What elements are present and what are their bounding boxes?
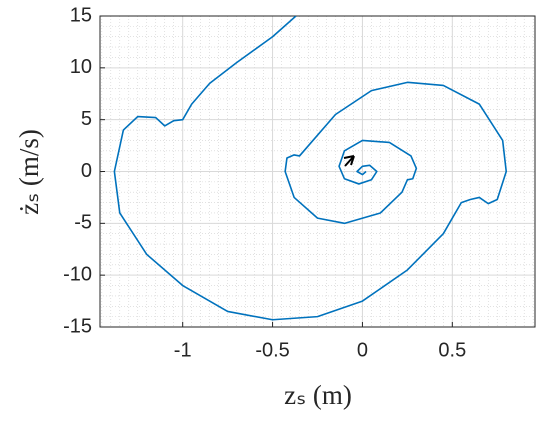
- y-tick-label: 10: [70, 56, 92, 78]
- y-tick-label: 15: [70, 4, 92, 26]
- x-tick-label: 0.5: [438, 339, 466, 361]
- x-tick-label: -0.5: [255, 339, 289, 361]
- y-tick-label: -10: [63, 263, 92, 285]
- y-axis-label: żₛ (m/s): [14, 129, 44, 215]
- line-series: [113, 16, 508, 321]
- x-axis-label: zₛ (m): [284, 380, 352, 410]
- x-tick-label: -1: [174, 339, 192, 361]
- y-tick-label: 5: [81, 108, 92, 130]
- y-tick-label: -5: [74, 212, 92, 234]
- x-tick-label: 0: [357, 339, 368, 361]
- plot-frame: [99, 15, 536, 328]
- y-tick-label: 0: [81, 160, 92, 182]
- y-tick-label: -15: [63, 315, 92, 337]
